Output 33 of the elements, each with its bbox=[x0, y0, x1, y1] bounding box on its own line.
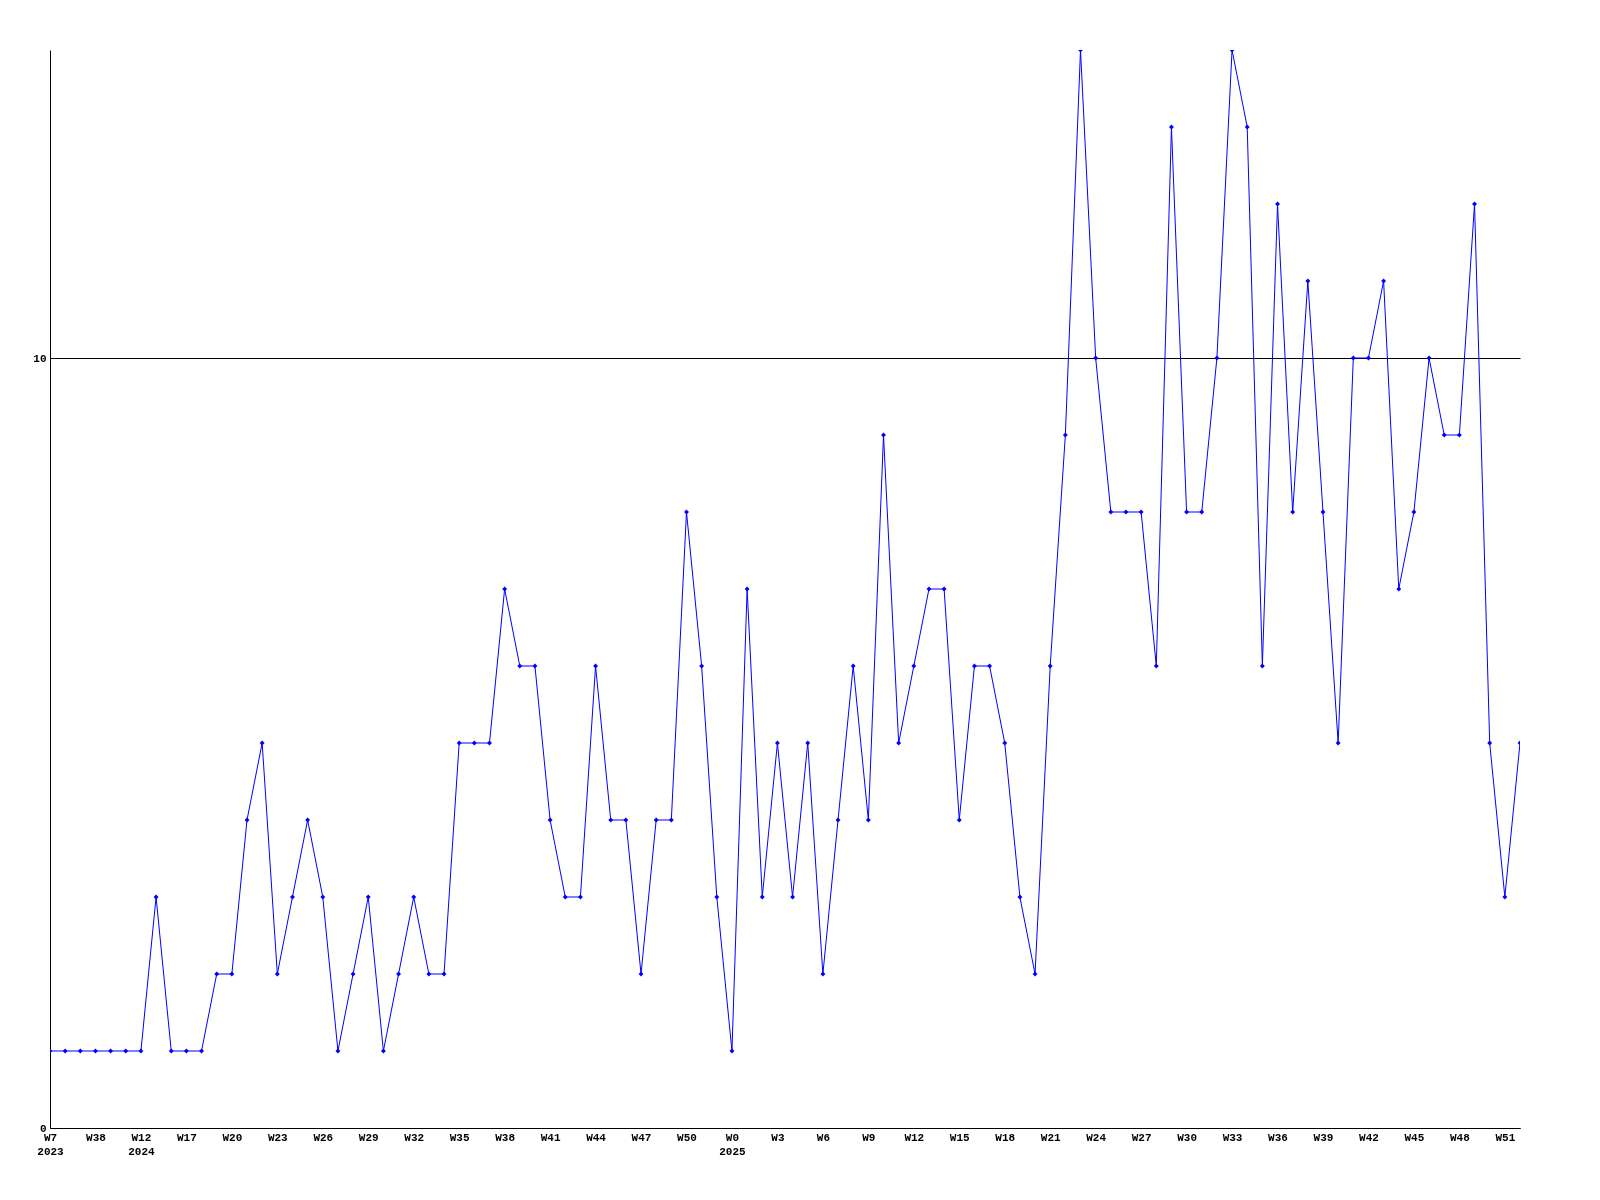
x-tick-label: W26 bbox=[313, 1131, 334, 1144]
x-tick-label: W24 bbox=[1086, 1131, 1107, 1144]
x-tick-label: W3 bbox=[771, 1131, 785, 1144]
x-tick-label: W17 bbox=[176, 1131, 197, 1144]
x-tick-label: W41 bbox=[540, 1131, 561, 1144]
x-tick-label: W39 bbox=[1313, 1131, 1334, 1144]
x-tick-label: W32 bbox=[404, 1131, 425, 1144]
x-tick-label: W15 bbox=[949, 1131, 971, 1144]
x-tick-label: W50 bbox=[677, 1131, 697, 1144]
x-tick-label: W33 bbox=[1222, 1131, 1243, 1144]
x-tick-label: W23 bbox=[267, 1131, 289, 1144]
x-tick-label: W30 bbox=[1177, 1131, 1197, 1144]
x-tick-label: W9 bbox=[862, 1131, 876, 1144]
x-tick-label: W12 2024 bbox=[128, 1131, 156, 1158]
x-tick-label: W21 bbox=[1040, 1131, 1061, 1144]
x-tick-label: W35 bbox=[449, 1131, 470, 1144]
x-tick-label: W6 bbox=[816, 1131, 830, 1144]
x-tick-label: W42 bbox=[1359, 1131, 1379, 1144]
x-tick-label: W12 bbox=[904, 1131, 925, 1144]
x-tick-label: W38 bbox=[495, 1131, 516, 1144]
y-tick-label: 10 bbox=[33, 352, 47, 365]
x-tick-label: W38 bbox=[86, 1131, 107, 1144]
x-tick-label: W48 bbox=[1449, 1131, 1471, 1144]
x-tick-label: W36 bbox=[1268, 1131, 1288, 1144]
x-tick-label: W27 bbox=[1131, 1131, 1152, 1144]
x-tick-label: W20 bbox=[222, 1131, 243, 1144]
x-tick-label: W0 2025 bbox=[719, 1131, 747, 1158]
x-tick-label: W18 bbox=[995, 1131, 1016, 1144]
x-tick-label: W51 bbox=[1495, 1131, 1516, 1144]
x-tick-label: W29 bbox=[358, 1131, 379, 1144]
x-tick-label: W44 bbox=[586, 1131, 607, 1144]
x-tick-label: W45 bbox=[1404, 1131, 1425, 1144]
x-tick-label: W47 bbox=[631, 1131, 652, 1144]
